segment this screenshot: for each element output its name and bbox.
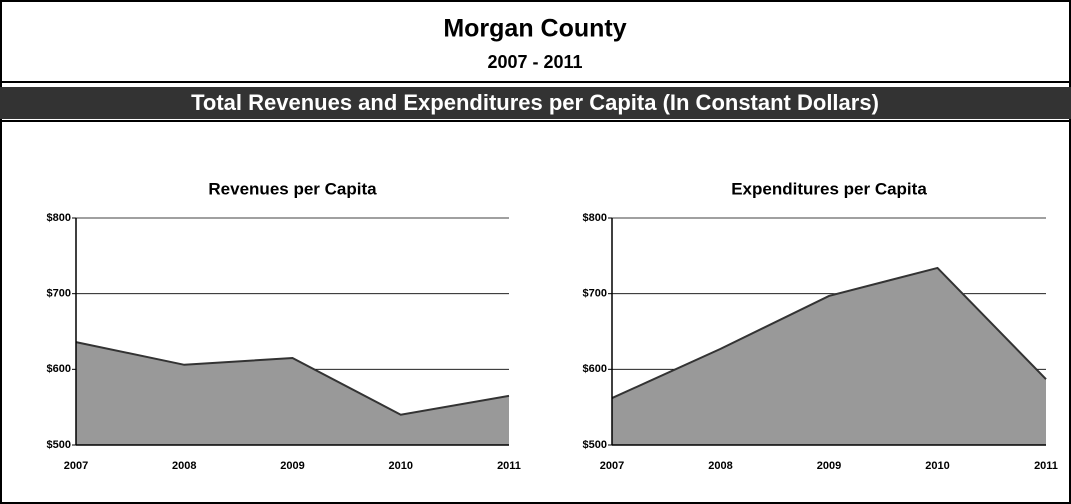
y-tick-label: $700 (583, 288, 607, 300)
banner: Total Revenues and Expenditures per Capi… (191, 90, 879, 115)
area-line (611, 266, 1047, 399)
page-title: Morgan County (443, 15, 626, 43)
x-tick-label: 2011 (497, 460, 521, 472)
y-tick-label: $700 (47, 288, 71, 300)
y-tick-label: $600 (47, 363, 71, 375)
page-subtitle: 2007 - 2011 (487, 52, 582, 72)
y-tick-label: $500 (583, 439, 607, 451)
area (76, 342, 509, 445)
x-tick-label: 2008 (172, 460, 196, 472)
y-tick-label: $800 (583, 212, 607, 224)
x-tick-label: 2007 (600, 460, 624, 472)
x-tick-label: 2009 (280, 460, 304, 472)
x-tick-label: 2010 (925, 460, 949, 472)
x-tick-label: 2009 (817, 460, 841, 472)
y-tick-label: $800 (47, 212, 71, 224)
x-tick-label: 2008 (708, 460, 732, 472)
y-tick-label: $600 (583, 363, 607, 375)
x-tick-label: 2011 (1034, 460, 1058, 472)
x-tick-label: 2010 (389, 460, 413, 472)
chart-title: Revenues per Capita (208, 179, 377, 198)
chart-title: Expenditures per Capita (731, 179, 927, 198)
y-tick-label: $500 (47, 439, 71, 451)
x-tick-label: 2007 (64, 460, 88, 472)
banner-bg (0, 87, 1071, 119)
area-line (75, 341, 510, 416)
area (612, 267, 1046, 445)
